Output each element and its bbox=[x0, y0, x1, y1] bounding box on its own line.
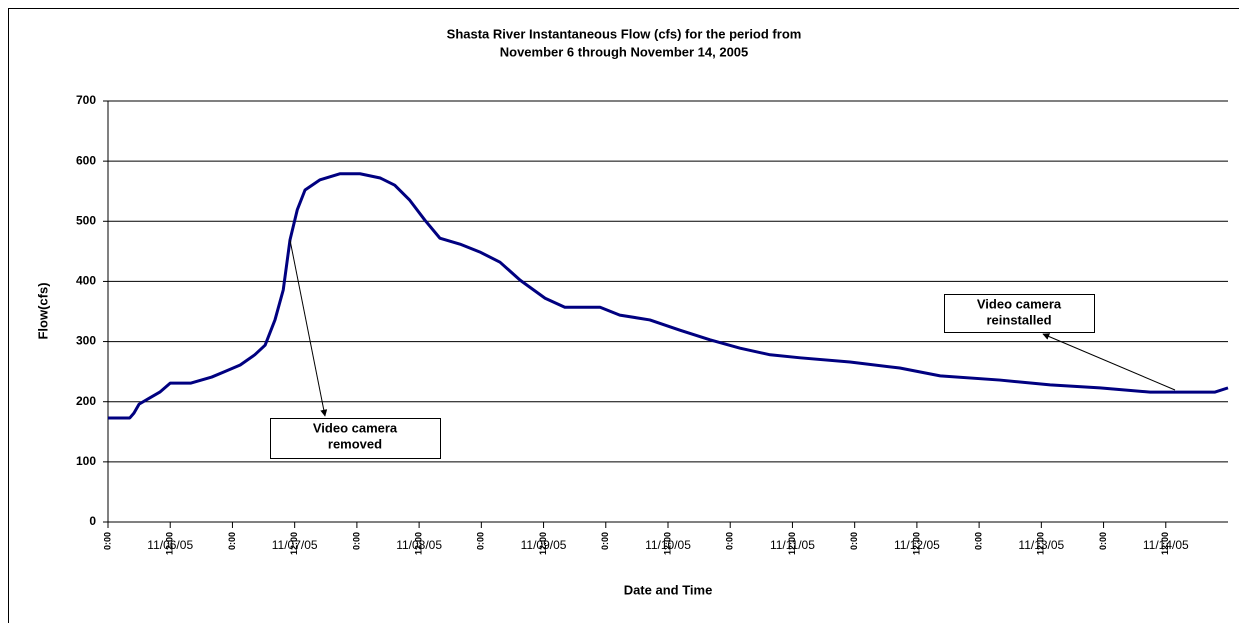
annotation-box bbox=[944, 294, 1095, 333]
x-tick-label: 0:00 bbox=[351, 532, 361, 550]
y-tick-label: 300 bbox=[76, 334, 96, 348]
y-tick-label: 600 bbox=[76, 153, 96, 167]
x-tick-label: 0:00 bbox=[849, 532, 859, 550]
chart-frame bbox=[8, 8, 1239, 623]
x-tick-label: 12:00 bbox=[911, 532, 921, 555]
x-tick-label: 0:00 bbox=[725, 532, 735, 550]
data-line bbox=[108, 172, 1229, 420]
chart-title: Shasta River Instantaneous Flow (cfs) fo… bbox=[447, 26, 802, 41]
x-tick-label: 12:00 bbox=[289, 532, 299, 555]
x-tick-label: 0:00 bbox=[973, 532, 983, 550]
annotation-arrow bbox=[1042, 333, 1176, 391]
annotation-box bbox=[270, 418, 441, 459]
x-group-label: 11/13/05 bbox=[1018, 538, 1064, 552]
chart-title: November 6 through November 14, 2005 bbox=[500, 44, 749, 59]
annotation-text: reinstalled bbox=[986, 312, 1051, 327]
x-group-label: 11/06/05 bbox=[147, 538, 193, 552]
annotation-text: removed bbox=[328, 436, 382, 451]
x-group-label: 11/14/05 bbox=[1143, 538, 1189, 552]
x-tick-label: 12:00 bbox=[538, 532, 548, 555]
x-tick-label: 12:00 bbox=[787, 532, 797, 555]
x-tick-label: 0:00 bbox=[476, 532, 486, 550]
x-tick-label: 0:00 bbox=[227, 532, 237, 550]
x-group-label: 11/08/05 bbox=[396, 538, 442, 552]
x-tick-label: 12:00 bbox=[1036, 532, 1046, 555]
y-tick-label: 400 bbox=[76, 274, 96, 288]
x-tick-label: 12:00 bbox=[662, 532, 672, 555]
y-tick-label: 700 bbox=[76, 93, 96, 107]
x-group-label: 11/10/05 bbox=[645, 538, 691, 552]
y-tick-label: 200 bbox=[76, 394, 96, 408]
x-group-label: 11/09/05 bbox=[521, 538, 567, 552]
x-axis-label: Date and Time bbox=[624, 582, 713, 597]
y-tick-label: 0 bbox=[89, 514, 96, 528]
x-tick-label: 12:00 bbox=[165, 532, 175, 555]
x-group-label: 11/07/05 bbox=[272, 538, 318, 552]
x-group-label: 11/12/05 bbox=[894, 538, 940, 552]
x-group-label: 11/11/05 bbox=[770, 538, 815, 552]
x-tick-label: 0:00 bbox=[1098, 532, 1108, 550]
x-tick-label: 0:00 bbox=[102, 532, 112, 550]
annotation-text: Video camera bbox=[977, 296, 1062, 311]
x-tick-label: 12:00 bbox=[413, 532, 423, 555]
annotation-arrow bbox=[289, 239, 328, 417]
x-tick-label: 0:00 bbox=[600, 532, 610, 550]
x-tick-label: 12:00 bbox=[1160, 532, 1170, 555]
y-tick-label: 100 bbox=[76, 454, 96, 468]
y-tick-label: 500 bbox=[76, 213, 96, 227]
annotation-text: Video camera bbox=[313, 420, 398, 435]
y-axis-label: Flow(cfs) bbox=[35, 282, 50, 339]
